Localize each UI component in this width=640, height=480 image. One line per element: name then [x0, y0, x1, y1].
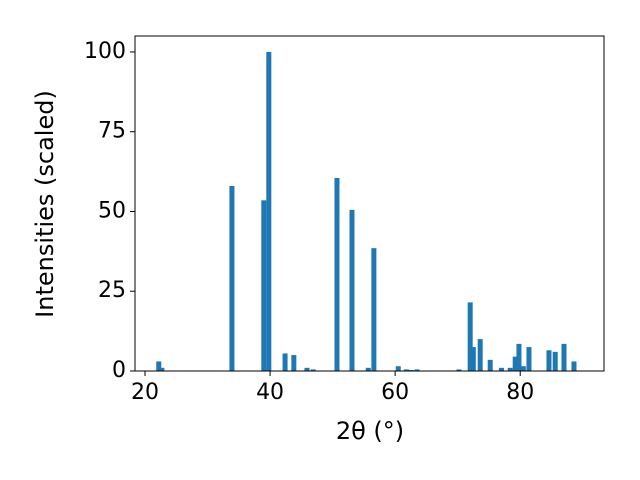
- y-axis-label: Intensities (scaled): [31, 90, 59, 318]
- y-tick-label: 100: [84, 39, 126, 64]
- bar: [229, 185, 235, 371]
- bar: [571, 361, 577, 371]
- bar: [477, 339, 483, 371]
- bar: [334, 177, 340, 371]
- bar: [371, 248, 377, 371]
- y-tick-label: 0: [112, 358, 126, 383]
- bar: [512, 356, 518, 371]
- bar: [395, 366, 401, 371]
- bar: [516, 343, 522, 371]
- bar: [159, 367, 165, 371]
- bar: [552, 351, 558, 371]
- y-tick-label: 50: [98, 198, 126, 223]
- x-axis-label: 2θ (°): [336, 417, 404, 445]
- bar: [467, 302, 473, 371]
- bar: [526, 347, 532, 371]
- bar: [487, 359, 493, 371]
- bar: [546, 350, 552, 371]
- bar: [282, 353, 288, 371]
- x-tick-label: 20: [131, 380, 159, 405]
- x-tick-label: 80: [506, 380, 534, 405]
- bar: [403, 369, 409, 371]
- bar: [291, 355, 297, 371]
- bar: [261, 200, 267, 371]
- y-tick-label: 75: [98, 119, 126, 144]
- plot-frame: [134, 35, 605, 372]
- bar: [470, 347, 476, 371]
- bar: [456, 369, 462, 371]
- bar: [304, 367, 310, 371]
- bar: [414, 369, 420, 371]
- bar: [561, 343, 567, 371]
- x-tick-label: 40: [256, 380, 284, 405]
- bar: [520, 366, 526, 371]
- bar: [266, 51, 272, 371]
- bar: [507, 367, 513, 371]
- bar: [156, 361, 162, 371]
- bar: [310, 369, 316, 371]
- bar: [498, 367, 504, 371]
- y-tick-label: 25: [98, 278, 126, 303]
- bar: [365, 367, 371, 371]
- bar: [349, 209, 355, 371]
- x-tick-label: 60: [381, 380, 409, 405]
